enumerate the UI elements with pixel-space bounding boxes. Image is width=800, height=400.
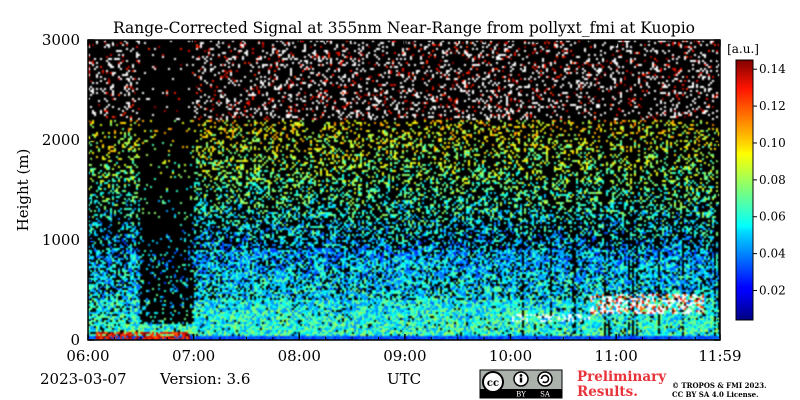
x-axis: 06:00 07:00 08:00 09:00 10:00 11:00 11:59 (66, 40, 742, 365)
colorbar-tick-label: 0.02 (759, 283, 786, 297)
y-tick-label: 3000 (42, 31, 80, 49)
x-tick-label: 10:00 (489, 347, 532, 365)
colorbar-ticks: 0.02 0.04 0.06 0.08 0.10 0.12 0.14 (753, 62, 786, 297)
chart-title: Range-Corrected Signal at 355nm Near-Ran… (113, 19, 695, 37)
colorbar-tick-label: 0.08 (759, 173, 786, 187)
sa-sharealike-icon (537, 371, 553, 387)
colorbar-gradient (735, 59, 754, 321)
colorbar-tick-label: 0.14 (759, 62, 786, 76)
y-tick-label: 1000 (42, 231, 80, 249)
copyright-line-1: © TROPOS & FMI 2023. (672, 381, 767, 390)
cc-badge-by: BY (516, 391, 526, 399)
cc-badge-sa: SA (540, 391, 551, 399)
cc-badge-cc: cc (487, 378, 499, 389)
signal-heatmap (88, 40, 720, 340)
preliminary-line-1: Preliminary (577, 369, 667, 385)
copyright-line-2: CC BY SA 4.0 License. (672, 390, 759, 399)
colorbar-tick-label: 0.12 (759, 99, 786, 113)
plot-area (87, 39, 721, 341)
colorbar-tick-label: 0.10 (759, 136, 786, 150)
version-label: Version: 3.6 (159, 370, 250, 388)
colorbar-tick-label: 0.04 (759, 247, 786, 261)
y-axis: 0 1000 2000 3000 (42, 31, 720, 349)
y-tick-label: 2000 (42, 131, 80, 149)
x-tick-label: 08:00 (278, 347, 321, 365)
x-tick-label: 07:00 (172, 347, 215, 365)
date-label: 2023-03-07 (40, 370, 126, 388)
cc-license-badge: cc BY SA (479, 369, 563, 399)
x-tick-label: 11:00 (595, 347, 638, 365)
cc-logo-icon (482, 371, 504, 393)
colorbar-tick-label: 0.06 (759, 210, 786, 224)
x-tick-label: 06:00 (66, 347, 109, 365)
colorbar-unit: [a.u.] (727, 42, 759, 56)
y-tick-label: 0 (70, 331, 80, 349)
y-axis-label: Height (m) (14, 149, 32, 232)
preliminary-line-2: Results. (577, 384, 638, 400)
x-axis-label: UTC (387, 370, 421, 388)
colorbar: [a.u.] 0.02 0.04 0.06 0.08 0.10 0.12 0.14 (727, 42, 786, 321)
plot-frame (87, 39, 721, 341)
x-tick-label: 11:59 (698, 347, 741, 365)
x-tick-label: 09:00 (383, 347, 426, 365)
